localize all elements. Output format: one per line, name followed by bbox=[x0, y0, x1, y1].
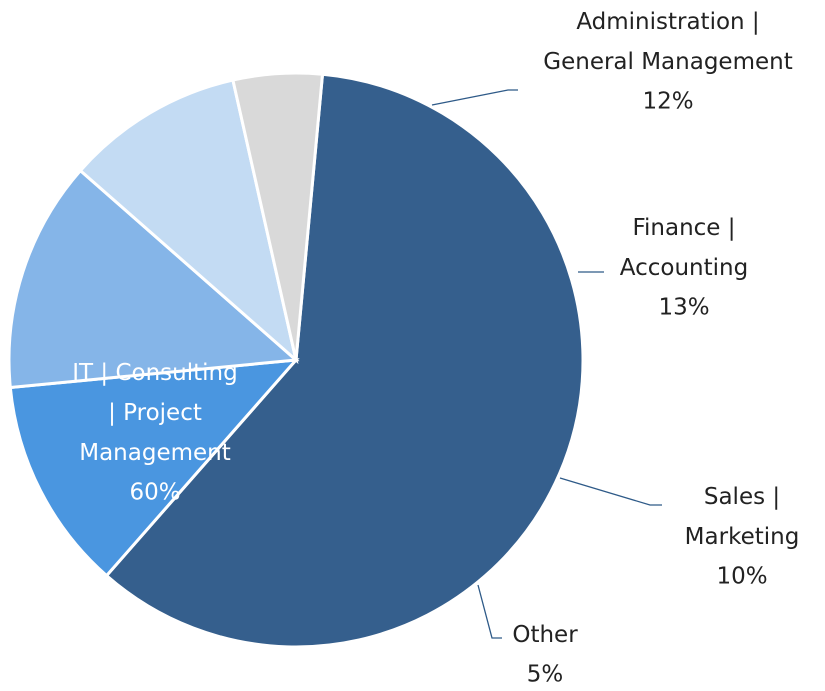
label-line: Marketing bbox=[685, 524, 800, 550]
label-line: Sales | bbox=[704, 484, 780, 510]
label-line: Management bbox=[79, 440, 231, 466]
label-line: Administration | bbox=[576, 9, 759, 35]
value-label: 5% bbox=[527, 662, 564, 688]
label-line: Accounting bbox=[620, 255, 748, 281]
leader-line bbox=[431, 89, 518, 106]
value-label: 60% bbox=[129, 480, 180, 506]
pie-slice bbox=[104, 72, 585, 649]
label-line: IT | Consulting bbox=[72, 360, 237, 386]
label-line: General Management bbox=[543, 49, 792, 75]
pie-slice bbox=[78, 78, 299, 365]
value-label: 10% bbox=[716, 564, 767, 590]
leader-line bbox=[477, 584, 502, 639]
label-line: | Project bbox=[108, 400, 202, 426]
slice-label: Finance | Accounting bbox=[620, 215, 748, 281]
value-label: 12% bbox=[642, 89, 693, 115]
label-line: Other bbox=[512, 622, 578, 648]
pie-slice bbox=[231, 71, 325, 361]
value-label: 13% bbox=[658, 295, 709, 321]
leader-line bbox=[559, 477, 662, 506]
label-line: Finance | bbox=[632, 215, 735, 241]
slice-label: Sales | Marketing bbox=[685, 484, 800, 550]
slice-label: IT | Consulting | Project Management bbox=[72, 360, 237, 466]
pie-slice bbox=[8, 358, 300, 578]
pie-slice bbox=[7, 168, 300, 390]
slice-label: Administration | General Management bbox=[543, 9, 792, 75]
slice-label: Other bbox=[512, 622, 578, 648]
